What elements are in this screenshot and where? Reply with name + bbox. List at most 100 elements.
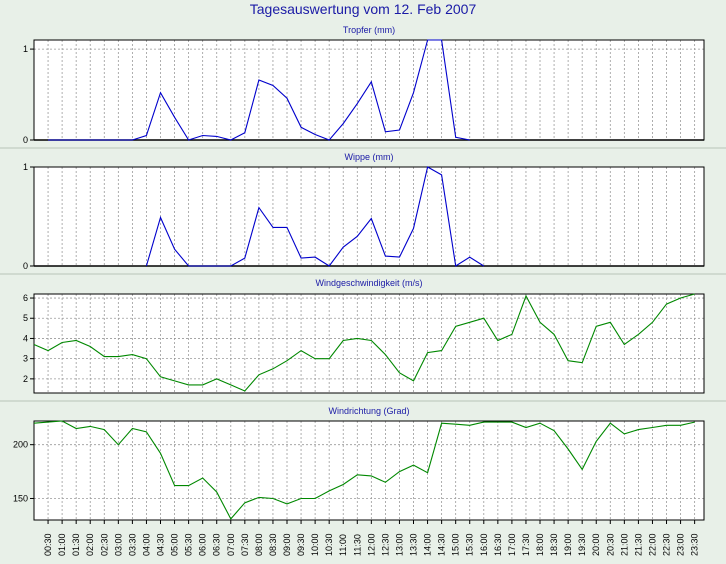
data-point [173, 380, 175, 382]
data-point [454, 423, 456, 425]
data-point [581, 468, 583, 470]
data-point [539, 422, 541, 424]
plot-area [34, 167, 704, 266]
x-tick-label: 12:30 [380, 533, 390, 556]
data-point [637, 333, 639, 335]
x-tick-label: 18:30 [549, 533, 559, 556]
data-point [75, 339, 77, 341]
chart-panel-1: Tropfer (mm) 0 1 [23, 25, 705, 145]
data-point [440, 39, 442, 41]
data-point [159, 376, 161, 378]
x-tick-label: 02:00 [85, 533, 95, 556]
data-point [187, 265, 189, 267]
data-point [539, 321, 541, 323]
data-point [469, 256, 471, 258]
data-point [216, 265, 218, 267]
x-tick-label: 09:00 [282, 533, 292, 556]
y-tick-label: 150 [13, 493, 28, 503]
data-point [314, 357, 316, 359]
data-point [469, 321, 471, 323]
data-point [117, 355, 119, 357]
data-point [567, 359, 569, 361]
data-point [103, 139, 105, 141]
x-tick-label: 11:30 [352, 534, 362, 556]
data-point [328, 265, 330, 267]
data-point [595, 440, 597, 442]
data-point [328, 357, 330, 359]
plot-frame [33, 293, 705, 394]
data-point [342, 122, 344, 124]
data-point [440, 349, 442, 351]
data-point [483, 265, 485, 267]
x-tick-label: 05:30 [184, 533, 194, 556]
data-point [216, 378, 218, 380]
data-point [230, 518, 232, 520]
data-point [483, 317, 485, 319]
data-point [230, 139, 232, 141]
data-point [525, 426, 527, 428]
x-tick-label: 03:00 [113, 533, 123, 556]
data-point [328, 139, 330, 141]
y-tick-label: 1 [23, 162, 28, 172]
x-tick-label: 19:00 [563, 533, 573, 556]
data-point [525, 295, 527, 297]
data-point [258, 206, 260, 208]
data-point [286, 359, 288, 361]
x-tick-label: 01:00 [57, 533, 67, 556]
data-point [300, 257, 302, 259]
x-tick-label: 07:00 [226, 533, 236, 556]
data-point [131, 427, 133, 429]
x-tick-label: 16:30 [493, 533, 503, 556]
x-tick-label: 20:00 [591, 533, 601, 556]
data-point [412, 227, 414, 229]
data-point [258, 79, 260, 81]
data-point [609, 321, 611, 323]
data-point [61, 341, 63, 343]
x-tick-label: 04:30 [156, 533, 166, 556]
data-point [75, 139, 77, 141]
series-line [48, 39, 470, 141]
data-point [201, 265, 203, 267]
data-point [342, 339, 344, 341]
data-point [328, 490, 330, 492]
data-point [440, 174, 442, 176]
y-tick-label: 0 [23, 261, 28, 271]
data-point [454, 136, 456, 138]
data-point [103, 355, 105, 357]
data-point [384, 481, 386, 483]
y-tick-label: 3 [23, 354, 28, 364]
data-point [244, 132, 246, 134]
data-point [679, 424, 681, 426]
x-tick-label: 14:00 [423, 533, 433, 556]
data-point [258, 496, 260, 498]
data-point [314, 256, 316, 258]
plot-frame [33, 420, 705, 521]
x-tick-label: 06:00 [198, 533, 208, 556]
x-tick-label: 01:30 [71, 533, 81, 556]
data-point [398, 372, 400, 374]
data-point [300, 126, 302, 128]
series-line [145, 166, 485, 267]
x-tick-label: 15:00 [451, 533, 461, 556]
x-tick-label: 18:00 [535, 533, 545, 556]
data-point [145, 265, 147, 267]
data-point [159, 216, 161, 218]
data-point [412, 92, 414, 94]
data-point [89, 345, 91, 347]
data-point [244, 502, 246, 504]
data-point [469, 424, 471, 426]
data-point [679, 297, 681, 299]
data-point [286, 226, 288, 228]
data-point [286, 503, 288, 505]
data-point [356, 474, 358, 476]
data-point [230, 384, 232, 386]
data-point [637, 428, 639, 430]
data-point [47, 421, 49, 423]
data-point [370, 217, 372, 219]
x-tick-label: 22:30 [662, 533, 672, 556]
data-point [33, 343, 35, 345]
chart-title: Windrichtung (Grad) [328, 406, 409, 416]
data-point [384, 255, 386, 257]
data-point [47, 349, 49, 351]
data-point [693, 293, 695, 295]
